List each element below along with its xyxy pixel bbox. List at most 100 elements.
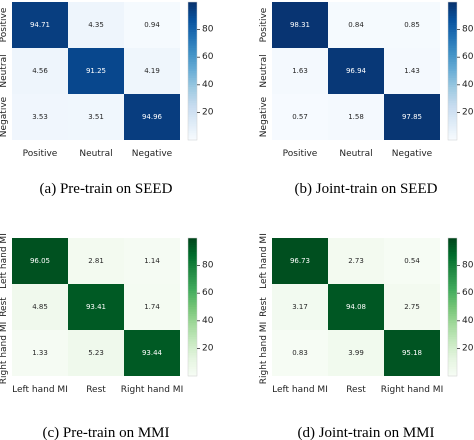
colorbar-segment (188, 313, 197, 317)
y-tick-label: Right hand MI (0, 322, 9, 384)
cell-value-label: 4.85 (32, 303, 48, 311)
colorbar-segment (448, 311, 457, 315)
colorbar-segment (188, 277, 197, 280)
colorbar-segment (188, 359, 197, 363)
colorbar-segment (448, 281, 457, 285)
subfigure-caption: (d) Joint-train on MMI (297, 425, 434, 440)
colorbar-segment (448, 13, 457, 17)
colorbar-tick-label: 20 (462, 107, 474, 117)
colorbar-segment (188, 293, 197, 297)
y-tick-label: Negative (259, 96, 269, 137)
colorbar-segment (188, 112, 197, 116)
cell-value-label: 1.14 (144, 257, 160, 265)
colorbar-segment (448, 341, 457, 345)
colorbar-segment (188, 66, 197, 70)
colorbar-segment (188, 135, 197, 139)
colorbar-segment (448, 325, 457, 329)
colorbar-segment (448, 346, 457, 349)
y-tick-label: Negative (0, 96, 9, 137)
heatmap-cell (272, 284, 328, 330)
colorbar-segment (448, 126, 457, 130)
colorbar-segment (448, 48, 457, 51)
colorbar-segment (188, 284, 197, 287)
heatmap-cell (124, 94, 180, 140)
colorbar-segment (188, 334, 197, 338)
colorbar-segment (188, 87, 197, 90)
heatmap-cell (328, 284, 384, 330)
cell-value-label: 5.23 (88, 349, 104, 357)
colorbar-segment (448, 323, 457, 326)
x-tick-label: Negative (392, 149, 433, 159)
heatmap-cell (124, 2, 180, 48)
heatmap-cell (68, 330, 124, 376)
colorbar-segment (188, 348, 197, 352)
colorbar-tick-label: 20 (202, 343, 214, 353)
colorbar-segment (188, 29, 197, 33)
colorbar-segment (188, 238, 197, 241)
cell-value-label: 1.43 (404, 67, 420, 75)
colorbar-segment (448, 31, 457, 35)
colorbar-segment (448, 45, 457, 49)
colorbar-segment (448, 373, 457, 377)
x-tick-label: Right hand MI (121, 385, 183, 395)
colorbar-segment (188, 272, 197, 276)
colorbar-segment (188, 350, 197, 354)
colorbar-segment (188, 15, 197, 19)
colorbar-segment (448, 59, 457, 63)
colorbar-tick-label: 60 (462, 52, 474, 62)
colorbar-segment (188, 128, 197, 132)
colorbar-segment (188, 300, 197, 303)
colorbar-segment (448, 272, 457, 276)
colorbar-segment (448, 357, 457, 361)
colorbar-segment (188, 4, 197, 8)
x-tick-label: Neutral (79, 149, 112, 159)
x-tick-label: Neutral (339, 149, 372, 159)
colorbar-segment (448, 50, 457, 54)
colorbar-segment (188, 25, 197, 28)
colorbar-segment (448, 119, 457, 123)
colorbar-segment (188, 281, 197, 285)
colorbar-segment (448, 288, 457, 292)
heatmap-cell (328, 94, 384, 140)
colorbar-segment (188, 31, 197, 35)
colorbar-segment (448, 110, 457, 113)
colorbar-segment (188, 18, 197, 21)
cell-value-label: 0.94 (144, 21, 160, 29)
heatmap-panel-0: 94.71 4.35 0.94 4.56 91.25 4.19 3.53 3.51 94.96 P… (0, 1, 214, 197)
cell-value-label: 1.63 (292, 67, 308, 75)
colorbar-segment (188, 343, 197, 347)
colorbar-segment (188, 22, 197, 26)
cell-value-label: 4.35 (88, 21, 104, 29)
colorbar-segment (448, 318, 457, 322)
colorbar-segment (188, 336, 197, 340)
colorbar-segment (188, 61, 197, 65)
heatmap-cell (384, 94, 440, 140)
heatmap-panel-3: 96.73 2.73 0.54 3.17 94.08 2.75 0.83 3.99 95.18 L… (259, 233, 474, 440)
heatmap-cell (328, 238, 384, 284)
colorbar-segment (188, 96, 197, 100)
colorbar-segment (448, 130, 457, 134)
colorbar-segment (188, 75, 197, 79)
colorbar-segment (448, 38, 457, 42)
colorbar-segment (448, 366, 457, 370)
colorbar-segment (188, 279, 197, 283)
colorbar-segment (448, 339, 457, 343)
colorbar-segment (448, 64, 457, 67)
colorbar-segment (188, 309, 197, 313)
cell-value-label: 0.83 (292, 349, 308, 357)
heatmap-cell (12, 284, 68, 330)
colorbar-tick-label: 40 (462, 80, 474, 90)
heatmap-cell (272, 94, 328, 140)
colorbar-segment (448, 295, 457, 299)
colorbar-segment (448, 251, 457, 255)
colorbar-segment (448, 320, 457, 324)
heatmap-cell (124, 238, 180, 284)
colorbar-segment (188, 117, 197, 120)
colorbar-segment (188, 261, 197, 264)
colorbar-segment (448, 350, 457, 354)
colorbar-segment (188, 119, 197, 123)
colorbar-segment (448, 256, 457, 260)
colorbar-segment (448, 68, 457, 72)
colorbar-segment (448, 89, 457, 93)
cell-value-label: 94.08 (346, 303, 366, 311)
